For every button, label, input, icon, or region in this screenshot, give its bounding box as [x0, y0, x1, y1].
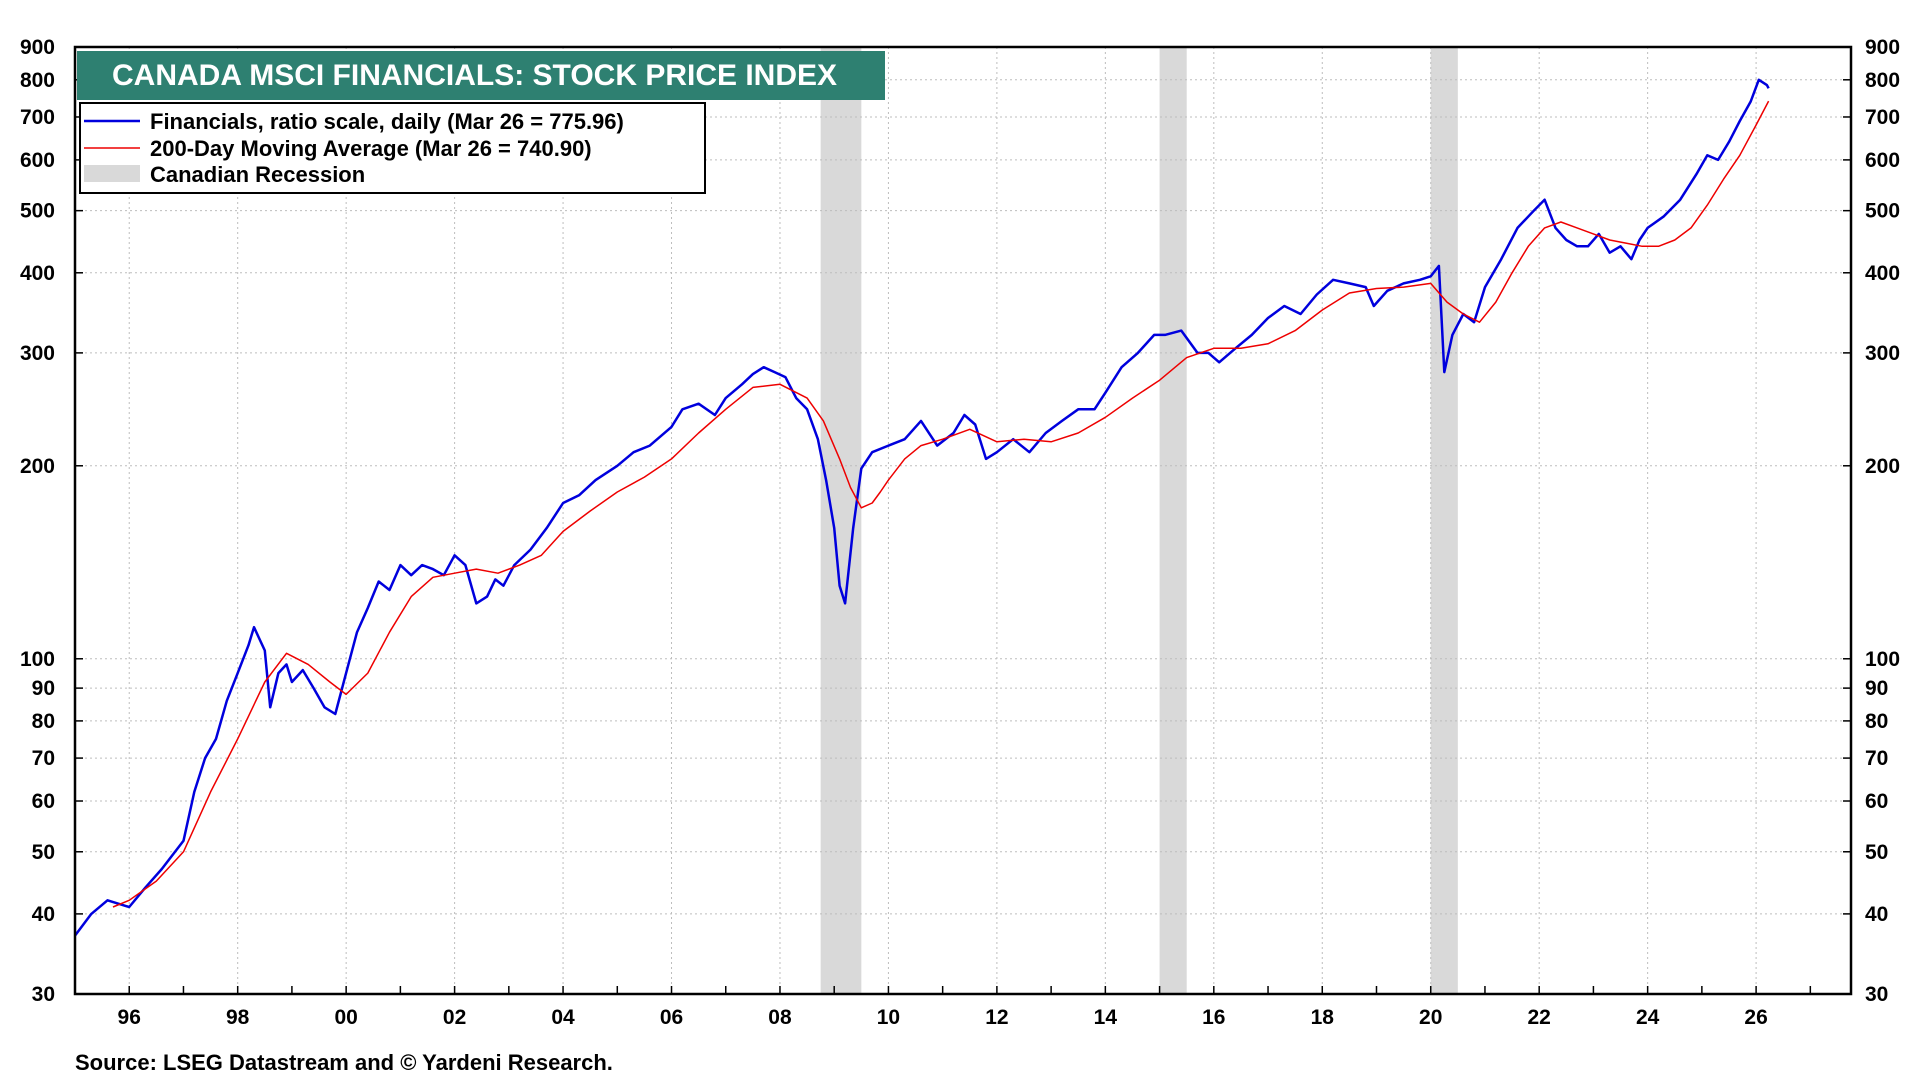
y-tick-label-right: 200: [1865, 455, 1900, 478]
x-tick-label: 02: [443, 1006, 466, 1029]
y-tick-label-left: 800: [20, 69, 55, 92]
title-banner: [77, 51, 885, 100]
legend-label-recession: Canadian Recession: [150, 162, 365, 187]
y-tick-label-left: 40: [32, 903, 55, 926]
plot-frame: [73, 45, 1853, 996]
x-tick-label: 14: [1094, 1006, 1118, 1029]
y-tick-label-right: 500: [1865, 200, 1900, 223]
y-tick-label-left: 80: [32, 710, 55, 733]
legend-label-moving-average: 200-Day Moving Average (Mar 26 = 740.90): [150, 136, 592, 161]
x-tick-label: 98: [226, 1006, 250, 1029]
y-tick-label-right: 80: [1865, 710, 1888, 733]
y-tick-label-right: 90: [1865, 677, 1888, 700]
x-tick-label: 26: [1744, 1006, 1767, 1029]
y-tick-label-left: 90: [32, 677, 55, 700]
y-tick-label-left: 500: [20, 200, 55, 223]
x-tick-label: 00: [334, 1006, 357, 1029]
x-tick-label: 20: [1419, 1006, 1442, 1029]
x-tick-label: 22: [1528, 1006, 1551, 1029]
y-axis: 30 30 40 40 50 50 60 60 70 70 80 80 90 90 100 100 200 200…: [20, 36, 1900, 1006]
y-tick-label-right: 700: [1865, 106, 1900, 129]
legend-box: [79, 102, 706, 194]
x-tick-label: 16: [1202, 1006, 1225, 1029]
legend-label-financials: Financials, ratio scale, daily (Mar 26 =…: [150, 109, 624, 134]
y-tick-label-right: 30: [1865, 983, 1888, 1006]
y-tick-label-left: 600: [20, 149, 55, 172]
y-tick-label-right: 300: [1865, 342, 1900, 365]
source-note: Source: LSEG Datastream and © Yardeni Re…: [75, 1050, 613, 1075]
y-tick-label-right: 70: [1865, 747, 1888, 770]
x-tick-label: 12: [985, 1006, 1008, 1029]
y-tick-label-right: 50: [1865, 841, 1888, 864]
y-tick-label-right: 40: [1865, 903, 1888, 926]
y-tick-label-left: 30: [32, 983, 55, 1006]
series-lines: [74, 78, 1770, 937]
y-tick-label-right: 800: [1865, 69, 1900, 92]
x-tick-label: 24: [1636, 1006, 1660, 1029]
x-tick-label: 06: [660, 1006, 683, 1029]
series-line-financials: [74, 78, 1770, 937]
y-tick-label-right: 60: [1865, 790, 1888, 813]
x-tick-label: 04: [551, 1006, 575, 1029]
recession-band-2: [1430, 47, 1458, 994]
y-tick-label-right: 400: [1865, 262, 1900, 285]
x-tick-label: 08: [768, 1006, 792, 1029]
y-tick-label-right: 600: [1865, 149, 1900, 172]
legend-swatch-recession: [84, 165, 140, 182]
chart-title: CANADA MSCI FINANCIALS: STOCK PRICE INDE…: [112, 59, 837, 92]
y-tick-label-right: 100: [1865, 648, 1900, 671]
y-tick-label-left: 60: [32, 790, 55, 813]
y-tick-label-left: 70: [32, 747, 55, 770]
x-tick-label: 10: [877, 1006, 900, 1029]
y-tick-label-left: 900: [20, 36, 55, 59]
y-tick-label-left: 50: [32, 841, 55, 864]
recession-band-1: [1159, 47, 1187, 994]
y-tick-label-left: 300: [20, 342, 55, 365]
y-tick-label-right: 900: [1865, 36, 1900, 59]
y-tick-label-left: 700: [20, 106, 55, 129]
x-tick-label: 96: [118, 1006, 141, 1029]
y-tick-label-left: 200: [20, 455, 55, 478]
x-axis: 96 98 00 02 04 06 08 10 12 14 16 18 20 22 24 26: [74, 986, 1812, 1029]
x-tick-label: 18: [1311, 1006, 1335, 1029]
y-tick-label-left: 400: [20, 262, 55, 285]
series-line-moving-average: [112, 100, 1770, 908]
y-tick-label-left: 100: [20, 648, 55, 671]
